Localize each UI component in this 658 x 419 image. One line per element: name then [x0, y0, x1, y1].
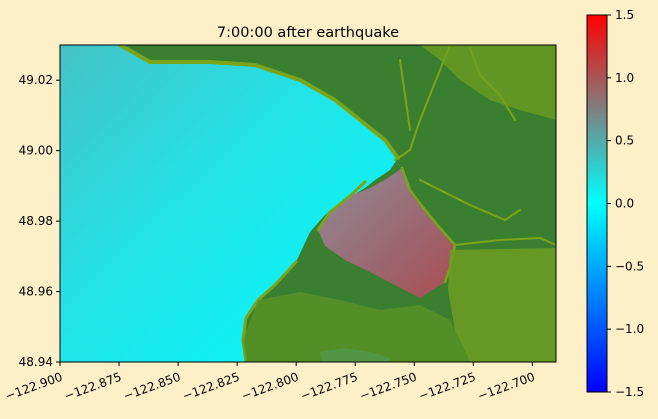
y-tick-label: 49.00	[19, 144, 53, 158]
colorbar-tick-label: −1.0	[615, 322, 644, 336]
upland-slope	[420, 45, 556, 120]
plot-frame	[59, 44, 557, 363]
y-tick-label: 48.98	[19, 214, 53, 228]
inundated-region	[318, 168, 455, 298]
x-tick-label: −122.750	[358, 370, 419, 404]
colorbar-tick-label: 1.5	[615, 8, 634, 22]
y-axis: 48.94 48.96 48.98 49.00 49.02	[19, 73, 60, 369]
y-tick-label: 48.96	[19, 285, 53, 299]
southeast-slope	[448, 248, 556, 362]
x-tick-label: −122.700	[476, 370, 537, 404]
y-tick-label: 49.02	[19, 73, 53, 87]
chart-title: 7:00:00 after earthquake	[217, 25, 399, 41]
x-tick-label: −122.725	[417, 370, 478, 404]
colorbar-tick-label: 1.0	[615, 71, 634, 85]
colorbar-tick-label: 0.0	[615, 197, 634, 211]
open-water-region	[60, 45, 398, 362]
y-tick-label: 48.94	[19, 355, 53, 369]
x-tick-label: −122.800	[240, 370, 301, 404]
x-tick-label: −122.900	[3, 370, 64, 404]
colorbar-tick-label: 0.5	[615, 134, 634, 148]
x-axis: −122.900−122.875−122.850−122.825−122.800…	[3, 362, 537, 404]
south-slope	[243, 292, 470, 362]
x-tick-label: −122.875	[62, 370, 123, 404]
colorbar-axis: −1.5 −1.0 −0.5 0.0 0.5 1.0 1.5	[607, 8, 644, 399]
x-tick-label: −122.775	[299, 370, 360, 404]
x-tick-label: −122.825	[181, 370, 242, 404]
plot-area	[60, 45, 556, 362]
colorbar-tick-label: −1.5	[615, 385, 644, 399]
colorbar	[586, 14, 608, 393]
x-tick-label: −122.850	[122, 370, 183, 404]
colorbar-tick-label: −0.5	[615, 259, 644, 273]
